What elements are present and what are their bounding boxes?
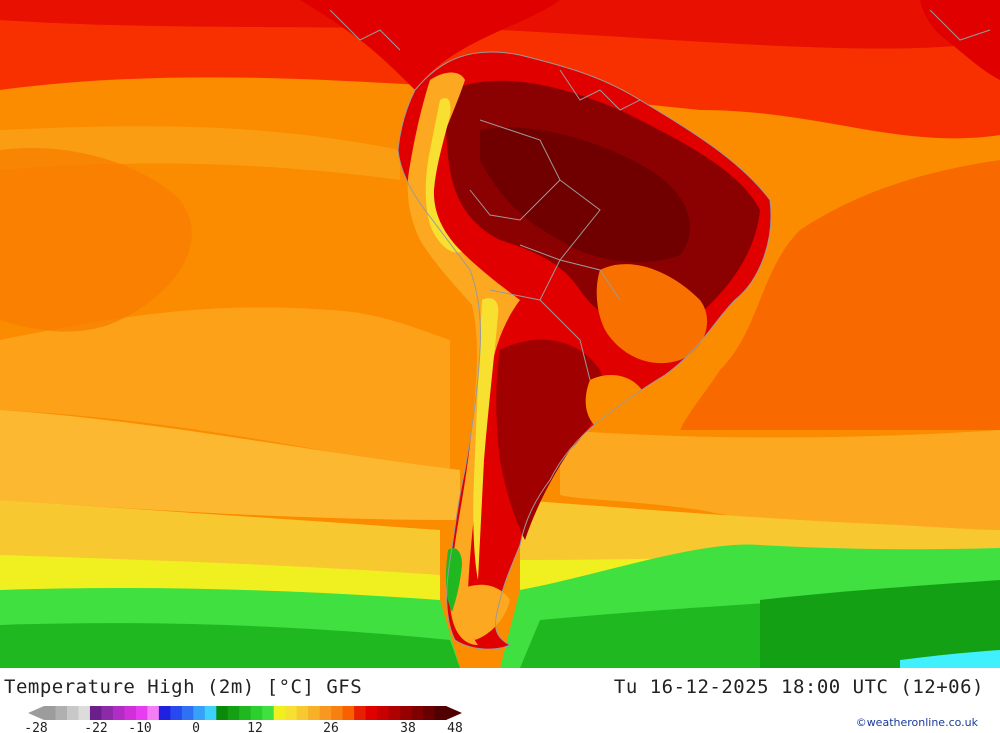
legend-swatch	[296, 706, 309, 720]
legend-swatch	[101, 706, 114, 720]
legend-swatch	[319, 706, 332, 720]
southern-cone-hot	[496, 339, 603, 540]
legend-swatch	[193, 706, 206, 720]
atlantic-orange	[680, 160, 1000, 430]
amazon-core	[480, 127, 690, 263]
legend-swatch	[354, 706, 367, 720]
forecast-timestamp: Tu 16-12-2025 18:00 UTC (12+06)	[613, 676, 984, 698]
legend-swatch	[365, 706, 378, 720]
legend-swatch	[78, 706, 91, 720]
legend-tick-label: -22	[84, 721, 107, 733]
legend-tick-label: 38	[400, 721, 416, 733]
legend-swatch	[388, 706, 401, 720]
map-title: Temperature High (2m) [°C] GFS	[4, 676, 363, 698]
atlantic-yellow-orange	[520, 500, 1000, 560]
legend-swatch	[434, 706, 447, 720]
legend-swatch	[411, 706, 424, 720]
central-america	[300, 0, 560, 90]
cyan-patch	[900, 650, 1000, 668]
legend-tick-label: 26	[323, 721, 339, 733]
legend-swatch	[285, 706, 298, 720]
legend-swatches	[28, 706, 462, 720]
legend-tick-label: 0	[192, 721, 200, 733]
atlantic-amber-band	[560, 430, 1000, 540]
pacific-light-orange	[0, 307, 450, 470]
legend-tick-label: 12	[247, 721, 263, 733]
southern-amber-band	[0, 410, 460, 520]
legend-swatch	[331, 706, 344, 720]
temperature-map	[0, 0, 1000, 668]
southern-yellow-orange	[0, 500, 440, 575]
andes-yellow-ridge	[425, 98, 462, 253]
patagonia-green	[445, 548, 462, 612]
legend-swatch	[135, 706, 148, 720]
pacific-light-band	[0, 126, 400, 180]
legend-swatch	[170, 706, 183, 720]
legend-swatch	[89, 706, 102, 720]
site-credit[interactable]: ©weatheronline.co.uk	[855, 716, 978, 729]
legend-swatch	[308, 706, 321, 720]
legend-swatch	[262, 706, 275, 720]
andes-cool-band	[407, 72, 520, 645]
color-legend: -28 -22 -10 0 12 26 38 48	[24, 706, 463, 733]
country-borders	[329, 9, 991, 650]
legend-swatch	[158, 706, 171, 720]
legend-tick-label: 48	[447, 721, 463, 733]
legend-swatch	[44, 706, 56, 720]
legend-swatch	[400, 706, 413, 720]
pacific-darker-patch	[0, 148, 192, 332]
deep-green-patch	[760, 580, 1000, 668]
legend-swatch	[181, 706, 194, 720]
legend-swatch	[423, 706, 436, 720]
uruguay-orange	[585, 375, 645, 430]
legend-swatch	[55, 706, 68, 720]
patagonia-orange	[460, 584, 510, 640]
brazil-highlands	[596, 264, 708, 364]
legend-swatch	[227, 706, 240, 720]
legend-swatch	[377, 706, 390, 720]
legend-tick-label: -10	[128, 721, 151, 733]
legend-swatch	[204, 706, 217, 720]
andes-yellow-south	[473, 298, 499, 580]
legend-arrow-left	[28, 706, 44, 720]
legend-swatch	[239, 706, 252, 720]
legend-tick-label: -28	[24, 721, 47, 733]
southern-green-dark	[0, 623, 460, 668]
legend-ticks: -28 -22 -10 0 12 26 38 48	[24, 721, 463, 733]
legend-swatch	[147, 706, 160, 720]
legend-swatch	[342, 706, 355, 720]
legend-swatch	[216, 706, 229, 720]
legend-swatch	[124, 706, 137, 720]
legend-swatch	[66, 706, 79, 720]
legend-arrow-right	[446, 706, 462, 720]
legend-swatch	[273, 706, 286, 720]
legend-swatch	[250, 706, 263, 720]
legend-swatch	[112, 706, 125, 720]
